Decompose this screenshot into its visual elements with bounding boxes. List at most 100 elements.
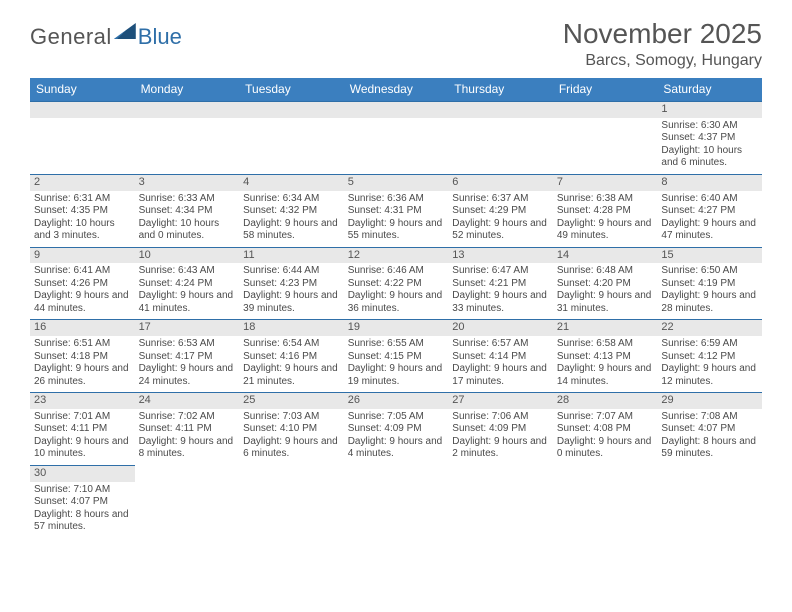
calendar-cell: 4Sunrise: 6:34 AMSunset: 4:32 PMDaylight… <box>239 174 344 247</box>
calendar-cell: 26 Sunrise: 7:05 AMSunset: 4:09 PMDayligh… <box>344 392 449 465</box>
day-number: 16 <box>30 320 135 336</box>
day-number: 18 <box>239 320 344 336</box>
day-number: 14 <box>553 248 658 264</box>
daylight-line: Daylight: 10 hours and 3 minutes. <box>34 218 131 243</box>
day-number: 13 <box>448 248 553 264</box>
daylight-line: Daylight: 9 hours and 44 minutes. <box>34 290 131 315</box>
sunset-line: Sunset: 4:26 PM <box>34 278 131 291</box>
sunset-line: Sunset: 4:09 PM <box>452 423 549 436</box>
day-number: 11 <box>239 248 344 264</box>
calendar-cell: 6 Sunrise: 6:37 AMSunset: 4:29 PMDaylight… <box>448 174 553 247</box>
sunrise-line: Sunrise: 7:05 AM <box>348 411 445 424</box>
sunset-line: Sunset: 4:12 PM <box>661 351 758 364</box>
sunrise-line: Sunrise: 6:48 AM <box>557 265 654 278</box>
calendar-cell: 13Sunrise: 6:47 AMSunset: 4:21 PMDayligh… <box>448 247 553 320</box>
sunset-line: Sunset: 4:07 PM <box>34 496 131 509</box>
daylight-line: Daylight: 9 hours and 31 minutes. <box>557 290 654 315</box>
calendar-cell: 8Sunrise: 6:40 AMSunset: 4:27 PMDaylight… <box>657 174 762 247</box>
calendar-cell: 24Sunrise: 7:02 AMSunset: 4:11 PMDayligh… <box>135 392 240 465</box>
sunset-line: Sunset: 4:29 PM <box>452 205 549 218</box>
title-block: November 2025 Barcs, Somogy, Hungary <box>563 18 762 70</box>
sunrise-line: Sunrise: 6:59 AM <box>661 338 758 351</box>
daylight-line: Daylight: 9 hours and 10 minutes. <box>34 436 131 461</box>
sunset-line: Sunset: 4:20 PM <box>557 278 654 291</box>
sunset-line: Sunset: 4:37 PM <box>661 132 758 145</box>
sunrise-line: Sunrise: 6:43 AM <box>139 265 236 278</box>
day-number: 6 <box>448 175 553 191</box>
day-number: 3 <box>135 175 240 191</box>
weekday-header: Saturday <box>657 78 762 101</box>
sunset-line: Sunset: 4:10 PM <box>243 423 340 436</box>
calendar-cell: 9Sunrise: 6:41 AMSunset: 4:26 PMDaylight… <box>30 247 135 320</box>
sunset-line: Sunset: 4:13 PM <box>557 351 654 364</box>
day-number: 7 <box>553 175 658 191</box>
daylight-line: Daylight: 9 hours and 58 minutes. <box>243 218 340 243</box>
calendar-cell: 25Sunrise: 7:03 AMSunset: 4:10 PMDayligh… <box>239 392 344 465</box>
header: General Blue November 2025 Barcs, Somogy… <box>0 0 792 74</box>
calendar-cell: 1Sunrise: 6:30 AMSunset: 4:37 PMDaylight… <box>657 101 762 174</box>
day-number: 4 <box>239 175 344 191</box>
sunset-line: Sunset: 4:24 PM <box>139 278 236 291</box>
day-number: 10 <box>135 248 240 264</box>
calendar-cell: 19Sunrise: 6:55 AMSunset: 4:15 PMDayligh… <box>344 319 449 392</box>
day-number: 15 <box>657 248 762 264</box>
sunrise-line: Sunrise: 6:54 AM <box>243 338 340 351</box>
weekday-header: Friday <box>553 78 658 101</box>
daylight-line: Daylight: 9 hours and 41 minutes. <box>139 290 236 315</box>
calendar-cell: 23Sunrise: 7:01 AMSunset: 4:11 PMDayligh… <box>30 392 135 465</box>
sunrise-line: Sunrise: 6:37 AM <box>452 193 549 206</box>
daylight-line: Daylight: 9 hours and 39 minutes. <box>243 290 340 315</box>
calendar-cell: 5Sunrise: 6:36 AMSunset: 4:31 PMDaylight… <box>344 174 449 247</box>
day-number: 8 <box>657 175 762 191</box>
sunset-line: Sunset: 4:15 PM <box>348 351 445 364</box>
weekday-header: Monday <box>135 78 240 101</box>
day-number: 27 <box>448 393 553 409</box>
sunrise-line: Sunrise: 6:57 AM <box>452 338 549 351</box>
daylight-line: Daylight: 8 hours and 57 minutes. <box>34 509 131 534</box>
calendar-cell: 15Sunrise: 6:50 AMSunset: 4:19 PMDayligh… <box>657 247 762 320</box>
sunrise-line: Sunrise: 6:53 AM <box>139 338 236 351</box>
daylight-line: Daylight: 9 hours and 26 minutes. <box>34 363 131 388</box>
daylight-line: Daylight: 9 hours and 4 minutes. <box>348 436 445 461</box>
logo-triangle-icon <box>114 23 136 39</box>
calendar-cell <box>135 465 240 538</box>
sunset-line: Sunset: 4:35 PM <box>34 205 131 218</box>
calendar-cell <box>657 465 762 538</box>
weekday-header: Wednesday <box>344 78 449 101</box>
sunrise-line: Sunrise: 6:58 AM <box>557 338 654 351</box>
weekday-header: Thursday <box>448 78 553 101</box>
day-number: 28 <box>553 393 658 409</box>
sunset-line: Sunset: 4:21 PM <box>452 278 549 291</box>
daylight-line: Daylight: 9 hours and 17 minutes. <box>452 363 549 388</box>
logo-text-general: General <box>30 24 112 50</box>
calendar-cell: 16Sunrise: 6:51 AMSunset: 4:18 PMDayligh… <box>30 319 135 392</box>
calendar-cell: 18Sunrise: 6:54 AMSunset: 4:16 PMDayligh… <box>239 319 344 392</box>
daylight-line: Daylight: 9 hours and 33 minutes. <box>452 290 549 315</box>
sunset-line: Sunset: 4:11 PM <box>139 423 236 436</box>
day-number: 20 <box>448 320 553 336</box>
daylight-line: Daylight: 9 hours and 24 minutes. <box>139 363 236 388</box>
calendar-cell: 12Sunrise: 6:46 AMSunset: 4:22 PMDayligh… <box>344 247 449 320</box>
location-subtitle: Barcs, Somogy, Hungary <box>563 52 762 70</box>
calendar-cell <box>239 101 344 174</box>
calendar-cell: 27Sunrise: 7:06 AMSunset: 4:09 PMDayligh… <box>448 392 553 465</box>
sunrise-line: Sunrise: 6:50 AM <box>661 265 758 278</box>
daylight-line: Daylight: 9 hours and 8 minutes. <box>139 436 236 461</box>
sunset-line: Sunset: 4:28 PM <box>557 205 654 218</box>
daylight-line: Daylight: 9 hours and 52 minutes. <box>452 218 549 243</box>
weekday-header: Tuesday <box>239 78 344 101</box>
day-number: 17 <box>135 320 240 336</box>
sunset-line: Sunset: 4:18 PM <box>34 351 131 364</box>
daylight-line: Daylight: 9 hours and 36 minutes. <box>348 290 445 315</box>
sunrise-line: Sunrise: 7:06 AM <box>452 411 549 424</box>
sunset-line: Sunset: 4:09 PM <box>348 423 445 436</box>
day-number: 12 <box>344 248 449 264</box>
sunrise-line: Sunrise: 6:31 AM <box>34 193 131 206</box>
day-number: 5 <box>344 175 449 191</box>
day-number: 9 <box>30 248 135 264</box>
calendar-cell: 3Sunrise: 6:33 AMSunset: 4:34 PMDaylight… <box>135 174 240 247</box>
daylight-line: Daylight: 9 hours and 49 minutes. <box>557 218 654 243</box>
calendar-cell: 30Sunrise: 7:10 AMSunset: 4:07 PMDayligh… <box>30 465 135 538</box>
day-number: 26 <box>344 393 449 409</box>
empty-daynum <box>135 102 240 118</box>
